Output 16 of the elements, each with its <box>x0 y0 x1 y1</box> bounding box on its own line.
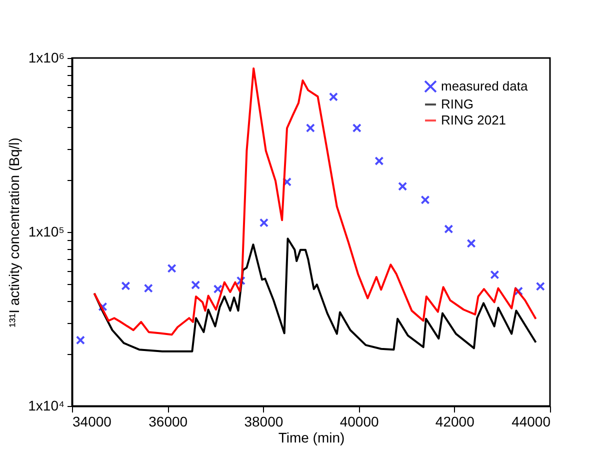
x-tick-label: 38000 <box>244 414 284 430</box>
y-tick-label: 1x10⁵ <box>28 224 64 240</box>
x-tick-label: 40000 <box>340 414 379 430</box>
legend-label: measured data <box>441 78 528 94</box>
line-series <box>93 67 537 336</box>
legend-label: RING 2021 <box>441 112 506 128</box>
x-axis-title: Time (min) <box>278 430 345 446</box>
y-tick-label: 1x10⁴ <box>28 398 64 414</box>
x-tick-label: 34000 <box>72 414 112 430</box>
x-tick-label: 36000 <box>148 414 188 430</box>
y-axis-title: ¹³¹I activity concentration (Bq/l) <box>6 138 22 328</box>
line-series <box>93 238 537 352</box>
x-tick-label: 42000 <box>435 414 475 430</box>
y-tick-label: 1x10⁶ <box>28 50 64 66</box>
x-tick-label: 44000 <box>512 414 551 430</box>
legend-label: RING <box>441 96 474 112</box>
